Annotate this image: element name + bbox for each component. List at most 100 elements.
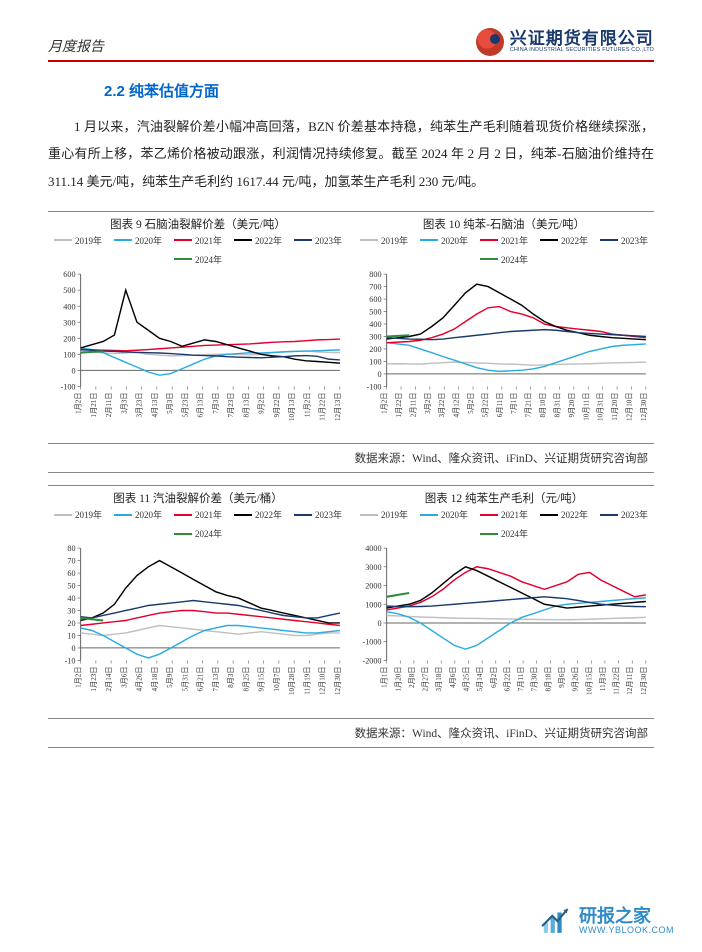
svg-text:12月30日: 12月30日: [334, 667, 342, 696]
svg-text:7月30日: 7月30日: [531, 667, 539, 692]
svg-text:400: 400: [369, 320, 381, 329]
svg-text:11月20日: 11月20日: [611, 392, 619, 420]
svg-text:3月18日: 3月18日: [435, 667, 443, 692]
svg-text:10月31日: 10月31日: [597, 392, 605, 421]
svg-text:-100: -100: [61, 382, 76, 391]
charts-block-2: 图表 11 汽油裂解价差（美元/桶）2019年2020年2021年2022年20…: [48, 485, 654, 748]
page-header: 月度报告 兴证期货有限公司 CHINA INDUSTRIAL SECURITIE…: [48, 28, 654, 62]
svg-text:12月10日: 12月10日: [319, 667, 327, 696]
svg-text:4月18日: 4月18日: [151, 667, 159, 692]
svg-text:7月21日: 7月21日: [525, 392, 533, 417]
body-paragraph: 1 月以来，汽油裂解价差小幅冲高回落，BZN 价差基本持稳，纯苯生产毛利随着现货…: [48, 113, 654, 195]
svg-text:600: 600: [369, 295, 381, 304]
svg-text:10: 10: [67, 632, 75, 641]
svg-text:9月22日: 9月22日: [273, 392, 281, 417]
svg-text:80: 80: [67, 545, 75, 554]
svg-text:0: 0: [71, 644, 75, 653]
svg-text:5月31日: 5月31日: [181, 667, 189, 692]
logo-cn: 兴证期货有限公司: [510, 30, 654, 48]
svg-text:5月3日: 5月3日: [166, 392, 174, 413]
svg-text:8月13日: 8月13日: [242, 392, 250, 417]
svg-text:7月11日: 7月11日: [517, 667, 525, 692]
svg-text:200: 200: [369, 345, 381, 354]
section-title: 2.2 纯苯估值方面: [104, 80, 654, 101]
chart-plot: -2000-1000010002000300040001月1日1月20日2月8日…: [356, 542, 652, 716]
watermark-cn: 研报之家: [579, 907, 674, 926]
svg-text:-100: -100: [367, 382, 382, 391]
svg-text:20: 20: [67, 619, 75, 628]
svg-text:-10: -10: [65, 657, 76, 666]
svg-text:3月2日: 3月2日: [424, 392, 432, 413]
header-title: 月度报告: [48, 36, 104, 56]
svg-text:9月6日: 9月6日: [558, 667, 566, 688]
svg-text:2月11日: 2月11日: [105, 392, 113, 417]
svg-text:300: 300: [369, 332, 381, 341]
svg-text:7月3日: 7月3日: [212, 392, 220, 413]
svg-text:9月2日: 9月2日: [258, 392, 266, 413]
svg-text:3000: 3000: [365, 563, 381, 572]
svg-text:500: 500: [63, 286, 75, 295]
svg-text:11月22日: 11月22日: [319, 392, 327, 420]
svg-text:-2000: -2000: [362, 657, 381, 666]
svg-text:60: 60: [67, 570, 75, 579]
svg-text:11月22日: 11月22日: [613, 667, 621, 695]
svg-text:300: 300: [63, 318, 75, 327]
svg-text:5月14日: 5月14日: [476, 667, 484, 692]
svg-text:4月25日: 4月25日: [462, 667, 470, 692]
svg-text:10月13日: 10月13日: [288, 392, 296, 421]
svg-text:1月2日: 1月2日: [381, 392, 389, 413]
watermark: 研报之家 WWW.YBLOOK.COM: [537, 904, 674, 938]
svg-text:12月10日: 12月10日: [625, 392, 633, 420]
svg-text:0: 0: [377, 619, 381, 628]
svg-text:3月22日: 3月22日: [438, 392, 446, 417]
svg-text:6月2日: 6月2日: [490, 667, 498, 688]
chart-plot: -10001002003004005006007008001月2日1月22日2月…: [356, 268, 652, 442]
svg-text:2月8日: 2月8日: [408, 667, 416, 688]
svg-text:11月19日: 11月19日: [303, 667, 311, 695]
chart-12: 图表 12 纯苯生产毛利（元/吨）2019年2020年2021年2022年202…: [354, 486, 654, 718]
svg-text:3月6日: 3月6日: [120, 667, 128, 688]
svg-text:9月20日: 9月20日: [568, 392, 576, 417]
svg-text:1月20日: 1月20日: [394, 667, 402, 692]
logo-mark-icon: [476, 28, 504, 56]
svg-text:12月30日: 12月30日: [640, 667, 648, 696]
logo-en: CHINA INDUSTRIAL SECURITIES FUTURES CO.,…: [510, 48, 654, 54]
chart-10: 图表 10 纯苯-石脑油（美元/吨）2019年2020年2021年2022年20…: [354, 212, 654, 444]
chart-title: 图表 10 纯苯-石脑油（美元/吨）: [356, 216, 652, 232]
svg-text:7月23日: 7月23日: [227, 392, 235, 417]
svg-text:12月30日: 12月30日: [640, 392, 648, 420]
svg-text:1月1日: 1月1日: [381, 667, 389, 688]
svg-text:600: 600: [63, 270, 75, 279]
svg-text:50: 50: [67, 582, 75, 591]
svg-text:4月13日: 4月13日: [151, 392, 159, 417]
svg-text:4000: 4000: [365, 545, 381, 554]
chart-legend: 2019年2020年2021年2022年2023年2024年: [50, 234, 346, 266]
svg-text:0: 0: [71, 366, 75, 375]
svg-text:3月3日: 3月3日: [120, 392, 128, 413]
watermark-en: WWW.YBLOOK.COM: [579, 926, 674, 935]
svg-text:200: 200: [63, 334, 75, 343]
svg-text:4月12日: 4月12日: [453, 392, 461, 417]
svg-text:4月6日: 4月6日: [449, 667, 457, 688]
svg-text:1月2日: 1月2日: [75, 667, 83, 688]
svg-text:10月7日: 10月7日: [273, 667, 281, 692]
svg-text:5月23日: 5月23日: [181, 392, 189, 417]
svg-text:11月3日: 11月3日: [599, 667, 607, 692]
svg-text:11月2日: 11月2日: [303, 392, 311, 417]
svg-text:5月22日: 5月22日: [481, 392, 489, 417]
svg-text:9月15日: 9月15日: [258, 667, 266, 692]
svg-text:10月15日: 10月15日: [585, 667, 593, 696]
svg-text:-1000: -1000: [362, 638, 381, 647]
svg-text:6月13日: 6月13日: [197, 392, 205, 417]
svg-text:5月2日: 5月2日: [467, 392, 475, 413]
svg-text:12月13日: 12月13日: [334, 392, 342, 420]
svg-text:70: 70: [67, 557, 75, 566]
chart-title: 图表 11 汽油裂解价差（美元/桶）: [50, 490, 346, 506]
svg-text:500: 500: [369, 308, 381, 317]
svg-text:1000: 1000: [365, 601, 381, 610]
svg-text:8月18日: 8月18日: [544, 667, 552, 692]
svg-text:1月22日: 1月22日: [395, 392, 403, 417]
svg-text:4月26日: 4月26日: [136, 667, 144, 692]
svg-text:1月23日: 1月23日: [90, 667, 98, 692]
chart-plot: -10010203040506070801月2日1月23日2月14日3月6日4月…: [50, 542, 346, 716]
